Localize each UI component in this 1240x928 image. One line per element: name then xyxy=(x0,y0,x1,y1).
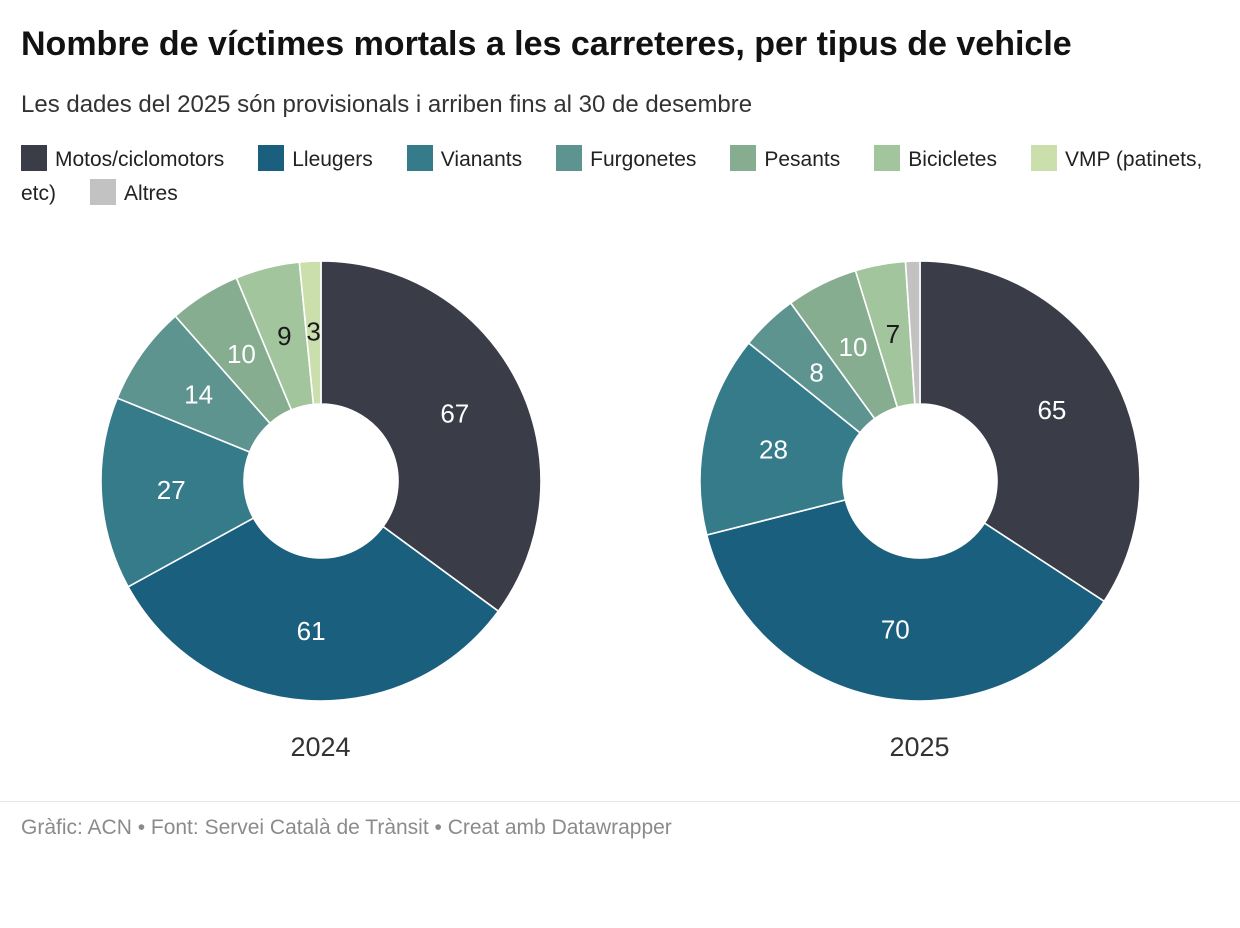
slice-value-label: 28 xyxy=(758,434,787,464)
legend: Motos/ciclomotors Lleugers Vianants Furgone… xyxy=(21,143,1219,211)
legend-label: Altres xyxy=(124,181,178,205)
legend-label: Vianants xyxy=(440,147,523,171)
legend-swatch-icon xyxy=(406,144,433,171)
donut-slice-2025-motos-ciclomotors[interactable] xyxy=(918,260,1141,603)
donut-slice-2024-vianants[interactable] xyxy=(99,396,255,588)
legend-item-furgonetes: Furgonetes xyxy=(556,144,697,171)
legend-item-vianants: Vianants xyxy=(406,144,523,171)
chart-title: Nombre de víctimes mortals a les carrete… xyxy=(21,25,1072,63)
legend-item-lleugers: Lleugers xyxy=(258,144,373,171)
year-label-2024: 2024 xyxy=(290,731,351,762)
donut-slice-2025-altres[interactable] xyxy=(904,260,921,405)
legend-label: Furgonetes xyxy=(590,147,697,171)
legend-item-motos-ciclomotors: Motos/ciclomotors xyxy=(21,144,225,171)
year-label-2025: 2025 xyxy=(889,731,950,762)
slice-value-label: 70 xyxy=(880,614,909,644)
slice-value-label: 8 xyxy=(809,358,823,388)
legend-item-vmp-patinets-etc: VMP (patinets, etc) xyxy=(21,144,1203,205)
slice-value-label: 10 xyxy=(226,339,255,369)
legend-swatch-icon xyxy=(21,144,47,171)
legend-swatch-icon xyxy=(730,144,757,171)
charts-row: 67 61 27 14 10 9 3 2024 65 70 28 8 10 7 2025 xyxy=(21,251,1219,763)
legend-label: VMP (patinets, etc) xyxy=(21,147,1203,205)
donut-slice-2025-vianants[interactable] xyxy=(698,341,861,536)
chart-page: Nombre de víctimes mortals a les carrete… xyxy=(0,22,1240,763)
legend-label: Bicicletes xyxy=(908,147,997,171)
legend-swatch-icon xyxy=(556,144,583,171)
slice-value-label: 10 xyxy=(838,332,867,362)
legend-label: Motos/ciclomotors xyxy=(55,147,225,171)
chart-subtitle: Les dades del 2025 són provisionals i ar… xyxy=(21,90,753,118)
slice-value-label: 27 xyxy=(156,475,185,505)
slice-value-label: 9 xyxy=(277,321,291,351)
donut-chart-2024: 67 61 27 14 10 9 3 2024 xyxy=(21,251,620,763)
donut-slice-2025-lleugers[interactable] xyxy=(705,498,1105,702)
slice-value-label: 67 xyxy=(440,398,469,428)
slice-value-label: 61 xyxy=(296,616,325,646)
legend-swatch-icon xyxy=(90,178,117,205)
legend-swatch-icon xyxy=(874,144,901,171)
donut-svg-2025: 65 70 28 8 10 7 xyxy=(698,260,1141,702)
legend-swatch-icon xyxy=(258,144,285,171)
donut-slice-2024-vmp-patinets-etc[interactable] xyxy=(297,260,322,406)
slice-value-label: 14 xyxy=(184,379,213,409)
legend-label: Pesants xyxy=(764,147,841,171)
donut-chart-2025: 65 70 28 8 10 7 2025 xyxy=(620,251,1219,763)
legend-item-pesants: Pesants xyxy=(730,144,841,171)
donut-svg-2024: 67 61 27 14 10 9 3 xyxy=(99,260,542,702)
legend-item-altres: Altres xyxy=(90,178,178,205)
slice-value-label: 3 xyxy=(306,316,320,346)
footer-credit: Gràfic: ACN • Font: Servei Català de Trà… xyxy=(0,800,1240,840)
legend-swatch-icon xyxy=(1030,144,1057,171)
slice-value-label: 7 xyxy=(885,319,899,349)
legend-label: Lleugers xyxy=(292,147,373,171)
donut-slice-2024-lleugers[interactable] xyxy=(126,516,499,702)
slice-value-label: 65 xyxy=(1037,395,1066,425)
legend-item-bicicletes: Bicicletes xyxy=(874,144,997,171)
donut-slice-2024-motos-ciclomotors[interactable] xyxy=(319,260,542,613)
